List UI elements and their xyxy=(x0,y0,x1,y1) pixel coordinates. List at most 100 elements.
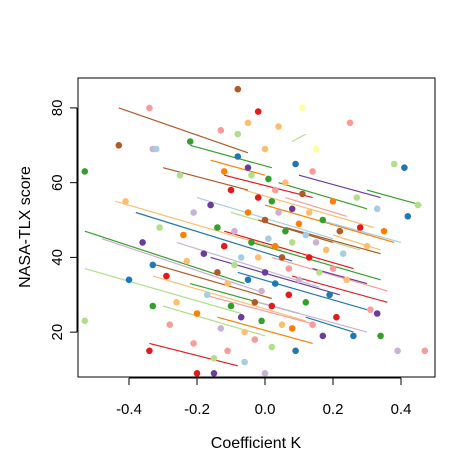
data-point xyxy=(231,261,238,269)
data-point xyxy=(261,370,269,377)
y-tick-label: 60 xyxy=(49,174,66,191)
y-tick-label: 80 xyxy=(49,100,66,117)
data-point xyxy=(261,145,269,153)
data-point xyxy=(288,325,296,332)
data-point xyxy=(288,205,296,213)
data-point xyxy=(302,231,310,239)
trend-line xyxy=(298,174,381,199)
data-point xyxy=(217,127,225,134)
trend-line xyxy=(101,238,259,292)
data-point xyxy=(268,198,276,205)
data-point xyxy=(278,254,286,261)
data-point xyxy=(234,130,242,138)
data-point xyxy=(125,276,133,284)
trend-line xyxy=(135,211,293,262)
data-point xyxy=(336,227,344,235)
data-point xyxy=(292,347,299,355)
data-point xyxy=(309,168,316,175)
data-point xyxy=(122,198,129,205)
data-point xyxy=(115,142,123,149)
data-point xyxy=(156,224,163,231)
data-point xyxy=(166,321,174,329)
data-point xyxy=(217,325,225,332)
trend-line xyxy=(149,342,238,367)
data-point xyxy=(254,254,262,261)
x-tick-label: -0.2 xyxy=(184,401,210,418)
x-tick-label: 0.0 xyxy=(255,401,276,418)
data-point xyxy=(377,332,384,340)
data-point xyxy=(224,280,231,287)
data-point xyxy=(251,299,259,306)
data-point xyxy=(220,168,228,175)
trend-line xyxy=(251,241,381,281)
data-point xyxy=(312,239,320,246)
data-point xyxy=(278,321,286,329)
data-point xyxy=(299,190,306,198)
data-point xyxy=(282,179,289,186)
data-point xyxy=(343,276,350,284)
trend-line xyxy=(332,234,381,251)
trend-line xyxy=(210,159,266,176)
trend-line xyxy=(217,316,313,344)
data-point xyxy=(193,370,201,377)
data-point xyxy=(421,347,429,355)
trend-line xyxy=(264,204,395,243)
data-point xyxy=(176,171,184,179)
data-point xyxy=(241,328,248,336)
trend-line xyxy=(84,268,242,315)
data-point xyxy=(258,317,265,325)
data-point xyxy=(241,358,248,366)
data-point xyxy=(367,306,374,314)
trend-line xyxy=(244,189,374,229)
data-point xyxy=(258,287,265,295)
trend-line xyxy=(224,230,354,270)
trend-line xyxy=(176,241,320,288)
data-point xyxy=(139,239,146,246)
trend-line xyxy=(224,174,313,199)
data-point xyxy=(288,239,296,246)
trend-line xyxy=(162,167,249,191)
data-points xyxy=(81,85,429,377)
data-point xyxy=(271,280,279,287)
data-point xyxy=(227,302,235,310)
data-point xyxy=(333,313,340,321)
data-point xyxy=(254,108,262,115)
data-point xyxy=(295,220,303,228)
data-point xyxy=(244,164,252,171)
data-point xyxy=(319,332,327,340)
y-tick-label: 20 xyxy=(49,324,66,341)
trend-line xyxy=(156,264,272,300)
data-point xyxy=(404,213,412,220)
trend-line xyxy=(366,189,422,206)
data-point xyxy=(282,227,289,235)
data-point xyxy=(152,145,160,153)
trend-line xyxy=(278,182,368,210)
data-point xyxy=(251,336,259,343)
data-point xyxy=(265,235,272,242)
trend-line xyxy=(291,133,307,143)
data-point xyxy=(271,242,279,250)
trend-line xyxy=(237,271,368,311)
data-point xyxy=(312,145,320,153)
trend-line xyxy=(258,301,368,333)
data-point xyxy=(261,269,269,276)
trend-line xyxy=(203,294,317,326)
trend-line xyxy=(118,107,249,154)
data-point xyxy=(149,261,157,269)
trend-line xyxy=(190,144,272,169)
trend-line xyxy=(162,305,266,337)
data-point xyxy=(180,231,187,239)
data-point xyxy=(329,198,337,205)
y-axis-title: NASA-TLX score xyxy=(17,166,34,288)
data-point xyxy=(237,313,245,321)
data-point xyxy=(163,272,170,280)
data-point xyxy=(210,355,218,362)
data-point xyxy=(261,216,269,224)
data-point xyxy=(285,265,293,272)
data-point xyxy=(292,160,299,168)
trend-line xyxy=(258,219,334,243)
data-point xyxy=(173,299,180,306)
trend-line xyxy=(319,219,402,243)
data-point xyxy=(210,370,218,377)
data-point xyxy=(319,216,327,224)
